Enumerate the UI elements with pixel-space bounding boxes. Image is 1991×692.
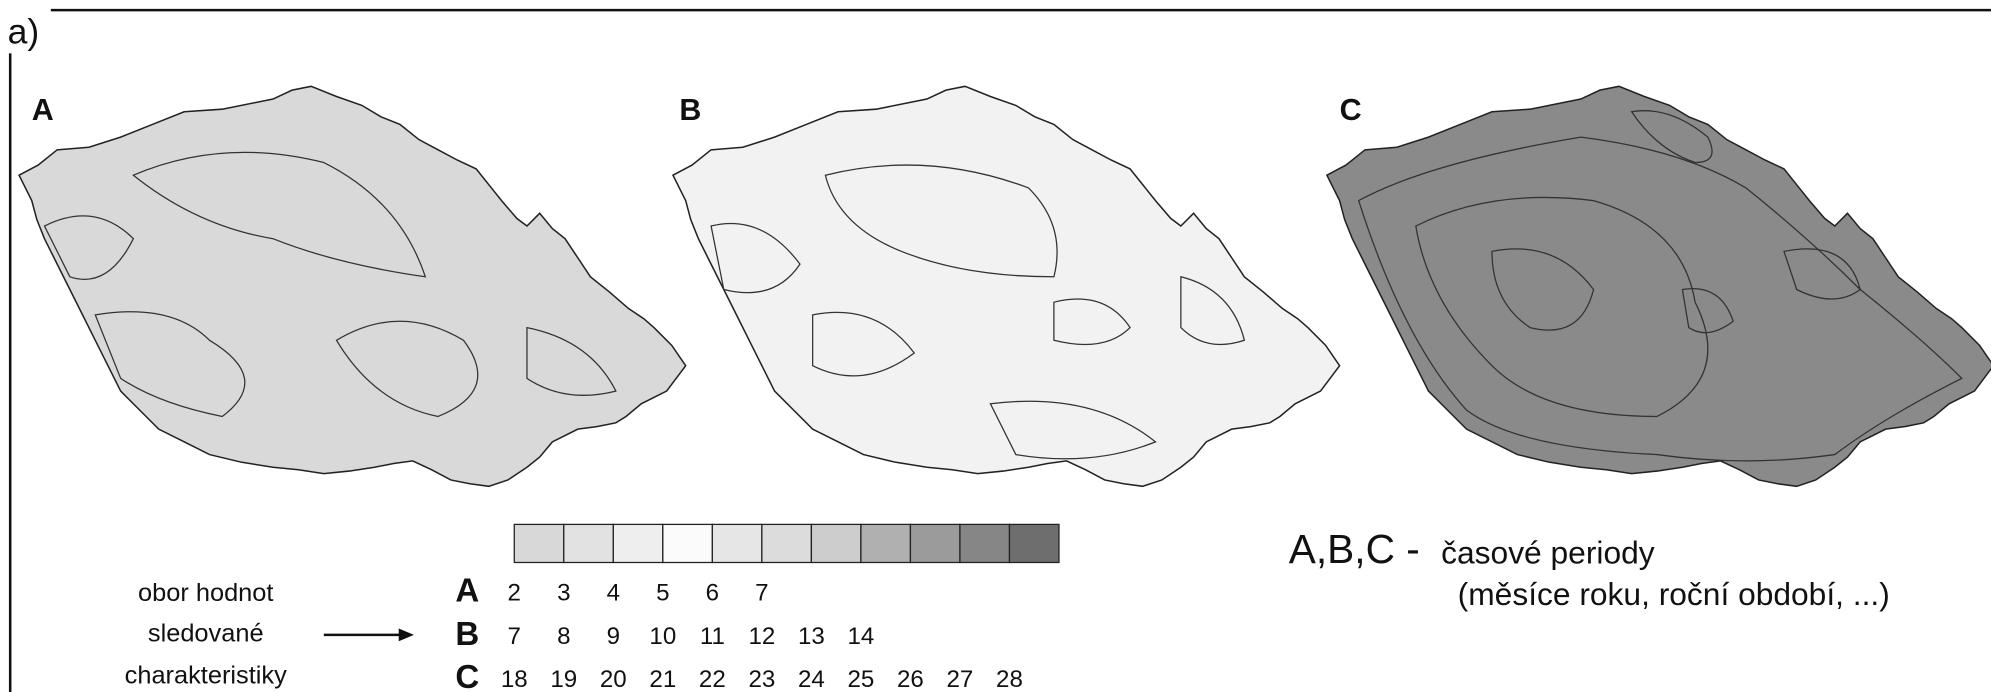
- legend-value: 10: [649, 623, 676, 650]
- legend-value: 3: [557, 580, 570, 607]
- legend-value: 5: [656, 580, 669, 607]
- legend-value: 6: [706, 580, 719, 607]
- legend-swatch: [514, 524, 564, 562]
- legend-value: 25: [847, 666, 874, 692]
- page: a) A B C A234567B7891011121314C181920212…: [0, 0, 1991, 692]
- arrow-head: [399, 629, 414, 642]
- map-label: A: [32, 93, 54, 127]
- map-outline: [19, 86, 686, 486]
- legend-value: 24: [798, 666, 825, 692]
- legend-swatch: [564, 524, 614, 562]
- note-title: časové periody: [1441, 534, 1655, 570]
- legend-value: 27: [947, 666, 974, 692]
- figure: a) A B C A234567B7891011121314C181920212…: [0, 0, 1991, 692]
- legend-row-label: C: [455, 658, 479, 692]
- legend-caption: charakteristiky: [125, 661, 287, 689]
- legend-value: 7: [508, 623, 521, 650]
- note-label: A,B,C -: [1289, 526, 1420, 572]
- legend-swatch: [861, 524, 911, 562]
- legend-swatch: [613, 524, 663, 562]
- legend-value: 13: [798, 623, 825, 650]
- panel-label: a): [8, 12, 40, 52]
- legend-row-label: A: [455, 572, 479, 609]
- legend-caption: sledované: [148, 620, 264, 648]
- legend-value: 7: [755, 580, 768, 607]
- legend-value: 21: [649, 666, 676, 692]
- legend-caption: obor hodnot: [138, 579, 273, 607]
- legend-value: 26: [897, 666, 924, 692]
- legend-value: 4: [607, 580, 620, 607]
- map-b: [673, 86, 1340, 486]
- map-a: [19, 86, 686, 486]
- legend-swatch: [811, 524, 861, 562]
- legend-swatch: [663, 524, 713, 562]
- map-outline: [1327, 86, 1991, 486]
- map-outline: [673, 86, 1340, 486]
- legend-value: 12: [748, 623, 775, 650]
- legend-value: 18: [501, 666, 528, 692]
- note-detail: (měsíce roku, roční období, ...): [1458, 576, 1890, 612]
- map-c: [1327, 86, 1991, 486]
- legend-value: 19: [550, 666, 577, 692]
- legend-value: 11: [700, 623, 725, 650]
- map-label: C: [1340, 93, 1362, 127]
- legend-swatch: [960, 524, 1010, 562]
- legend-value: 8: [557, 623, 570, 650]
- legend-value: 14: [847, 623, 874, 650]
- legend-value: 2: [508, 580, 521, 607]
- legend-swatch: [910, 524, 960, 562]
- legend-value: 9: [607, 623, 620, 650]
- legend-value: 20: [600, 666, 627, 692]
- legend-value: 22: [699, 666, 726, 692]
- legend-swatch: [712, 524, 762, 562]
- legend-value: 28: [996, 666, 1023, 692]
- legend-swatch: [762, 524, 812, 562]
- legend-row-label: B: [455, 615, 479, 652]
- legend-value: 23: [748, 666, 775, 692]
- legend-swatch: [1009, 524, 1059, 562]
- map-label: B: [679, 93, 701, 127]
